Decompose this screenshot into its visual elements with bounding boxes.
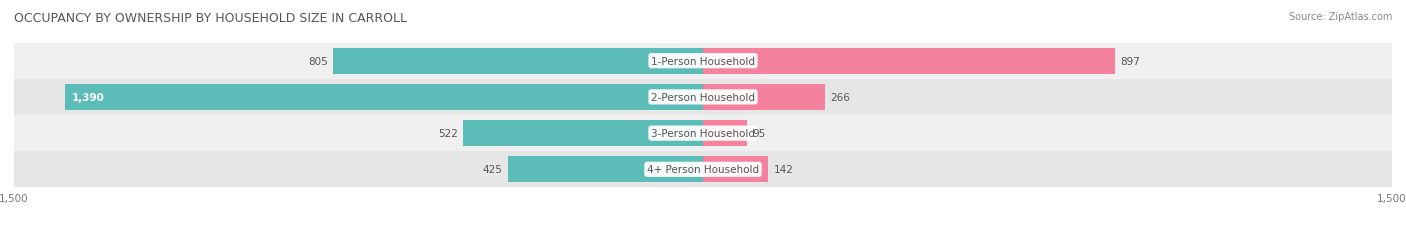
Text: 95: 95 <box>752 128 765 139</box>
Bar <box>703 121 747 146</box>
Text: Source: ZipAtlas.com: Source: ZipAtlas.com <box>1288 12 1392 21</box>
Bar <box>14 152 1392 188</box>
Text: 266: 266 <box>831 92 851 103</box>
Bar <box>508 157 703 182</box>
Text: 1-Person Household: 1-Person Household <box>651 56 755 66</box>
Bar <box>14 116 1392 152</box>
Bar <box>14 43 1392 79</box>
Text: 425: 425 <box>482 165 502 175</box>
Text: OCCUPANCY BY OWNERSHIP BY HOUSEHOLD SIZE IN CARROLL: OCCUPANCY BY OWNERSHIP BY HOUSEHOLD SIZE… <box>14 12 408 24</box>
Text: 4+ Person Household: 4+ Person Household <box>647 165 759 175</box>
Bar <box>65 85 703 110</box>
Text: 2-Person Household: 2-Person Household <box>651 92 755 103</box>
Bar <box>703 157 768 182</box>
Text: 522: 522 <box>437 128 458 139</box>
Bar <box>703 85 825 110</box>
Text: 1,390: 1,390 <box>72 92 104 103</box>
Text: 805: 805 <box>308 56 328 66</box>
Text: 3-Person Household: 3-Person Household <box>651 128 755 139</box>
Text: 142: 142 <box>773 165 793 175</box>
Bar <box>703 49 1115 74</box>
Bar <box>14 79 1392 116</box>
Bar <box>463 121 703 146</box>
Bar <box>333 49 703 74</box>
Text: 897: 897 <box>1121 56 1140 66</box>
